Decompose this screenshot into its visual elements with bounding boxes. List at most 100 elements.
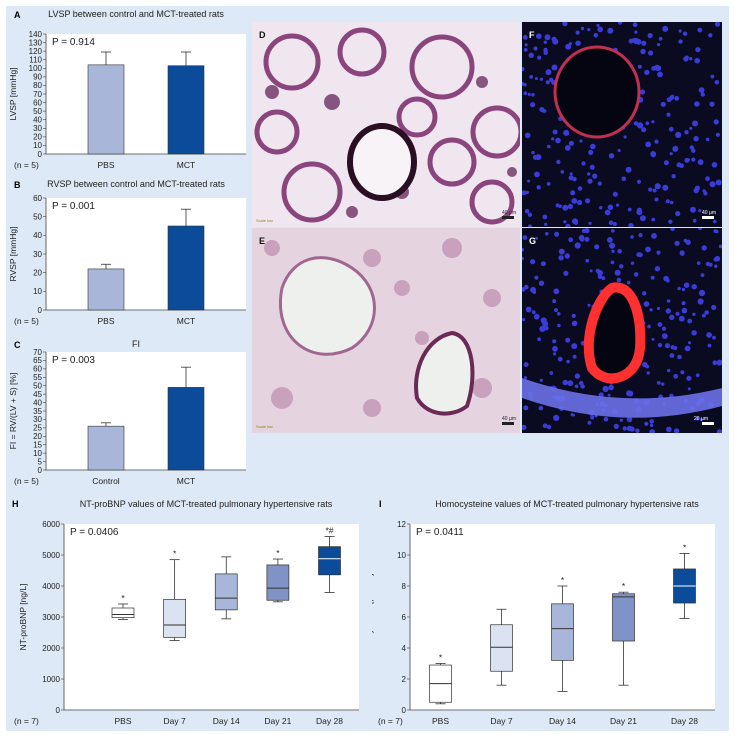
nucleus-dot: [549, 77, 554, 82]
y-axis-label: Homocysteine [µmol/L]: [372, 574, 374, 661]
nucleus-dot: [695, 373, 700, 378]
nucleus-dot: [596, 23, 600, 28]
bar-mct: [167, 387, 205, 471]
n-label: (n = 7): [378, 716, 403, 726]
scale-bar-label: 40 µm: [502, 416, 516, 422]
nucleus-dot: [677, 286, 681, 291]
nucleus-dot: [674, 240, 680, 246]
nucleus-dot: [619, 418, 623, 422]
y-tick-label: 60: [33, 194, 42, 203]
nucleus-dot: [568, 42, 572, 46]
nucleus-dot: [590, 143, 596, 150]
y-tick-label: 65: [33, 356, 42, 365]
significance-mark: *: [276, 548, 280, 558]
nucleus-dot: [524, 208, 530, 214]
nucleus-dot: [611, 229, 615, 233]
nucleus-dot: [619, 264, 624, 269]
nucleus-dot: [554, 308, 558, 313]
nucleus-dot: [557, 323, 561, 328]
nucleus-dot: [522, 256, 524, 261]
box: [266, 564, 290, 601]
nucleus-dot: [531, 150, 535, 155]
nucleus-dot: [666, 112, 671, 117]
nucleus-dot: [522, 247, 525, 252]
nucleus-dot: [523, 48, 528, 52]
nucleus-dot: [610, 260, 615, 265]
y-tick-label: 0: [38, 150, 43, 159]
nucleus-dot: [661, 326, 667, 331]
y-tick-label: 70: [33, 90, 42, 99]
nucleus-dot: [575, 30, 580, 35]
nucleus-dot: [644, 421, 649, 426]
nucleus-dot: [565, 337, 571, 343]
nucleus-dot: [654, 139, 659, 144]
nucleus-dot: [530, 286, 537, 293]
nucleus-dot: [553, 288, 560, 295]
nucleus-dot: [669, 353, 675, 358]
nucleus-dot: [549, 371, 554, 375]
nucleus-dot: [632, 22, 638, 28]
nucleus-dot: [699, 418, 703, 422]
category-label: Day 7: [490, 716, 512, 726]
y-axis-label: FI = RV/(LV + S) [%]: [8, 373, 18, 450]
nucleus-dot: [622, 426, 627, 431]
significance-mark: *: [439, 653, 443, 663]
nucleus-dot: [638, 233, 643, 238]
nucleus-dot: [689, 126, 693, 130]
nucleus-dot: [604, 209, 611, 216]
box: [612, 593, 635, 642]
nucleus-dot: [707, 343, 712, 348]
nucleus-dot: [657, 43, 661, 47]
y-tick-label: 0: [38, 306, 43, 315]
nucleus-dot: [695, 47, 701, 53]
category-label: Day 21: [264, 716, 291, 726]
p-value: P = 0.914: [52, 37, 95, 48]
nucleus-dot: [649, 429, 656, 433]
nucleus-dot: [700, 273, 705, 277]
nucleus-dot: [714, 22, 721, 27]
nucleus-dot: [538, 280, 545, 286]
nucleus-dot: [522, 424, 527, 431]
box: [318, 546, 341, 576]
nucleus-dot: [522, 35, 528, 40]
nucleus-dot: [545, 69, 552, 76]
nucleus-dot: [637, 122, 644, 129]
nucleus-dot: [702, 313, 706, 318]
nucleus-dot: [625, 166, 632, 173]
nucleus-dot: [641, 40, 647, 46]
nucleus-dot: [609, 242, 616, 249]
nucleus-dot: [527, 92, 531, 96]
nucleus-dot: [551, 64, 558, 71]
nucleus-dot: [553, 352, 557, 356]
nucleus-dot: [656, 381, 661, 385]
nucleus-dot: [673, 373, 679, 379]
y-tick-label: 80: [33, 81, 42, 90]
panel-i-chart: I Homocysteine values of MCT-treated pul…: [372, 499, 715, 726]
nucleus-dot: [581, 228, 587, 234]
nucleus-dot: [546, 182, 551, 186]
nucleus-dot: [524, 43, 528, 47]
nucleus-dot: [649, 419, 654, 424]
nucleus-dot: [552, 339, 557, 344]
nucleus-dot: [545, 232, 549, 236]
nucleus-dot: [677, 354, 682, 360]
nucleus-dot: [675, 211, 681, 217]
nucleus-dot: [632, 38, 636, 42]
nucleus-dot: [691, 157, 696, 162]
nucleus-dot: [646, 371, 650, 375]
nucleus-dot: [523, 405, 529, 411]
category-label: MCT: [177, 316, 195, 326]
nucleus-dot: [639, 215, 646, 222]
significance-mark: *: [683, 542, 687, 552]
y-tick-label: 30: [33, 250, 42, 259]
nucleus-dot: [662, 25, 669, 32]
nucleus-dot: [665, 308, 671, 314]
nucleus-dot: [542, 214, 548, 220]
nucleus-dot: [710, 74, 715, 79]
nucleus-dot: [692, 218, 697, 223]
nucleus-dot: [580, 26, 585, 31]
nucleus-dot: [544, 222, 548, 226]
nucleus-dot: [525, 306, 532, 313]
nucleus-dot: [558, 248, 565, 255]
nucleus-dot: [547, 144, 551, 149]
